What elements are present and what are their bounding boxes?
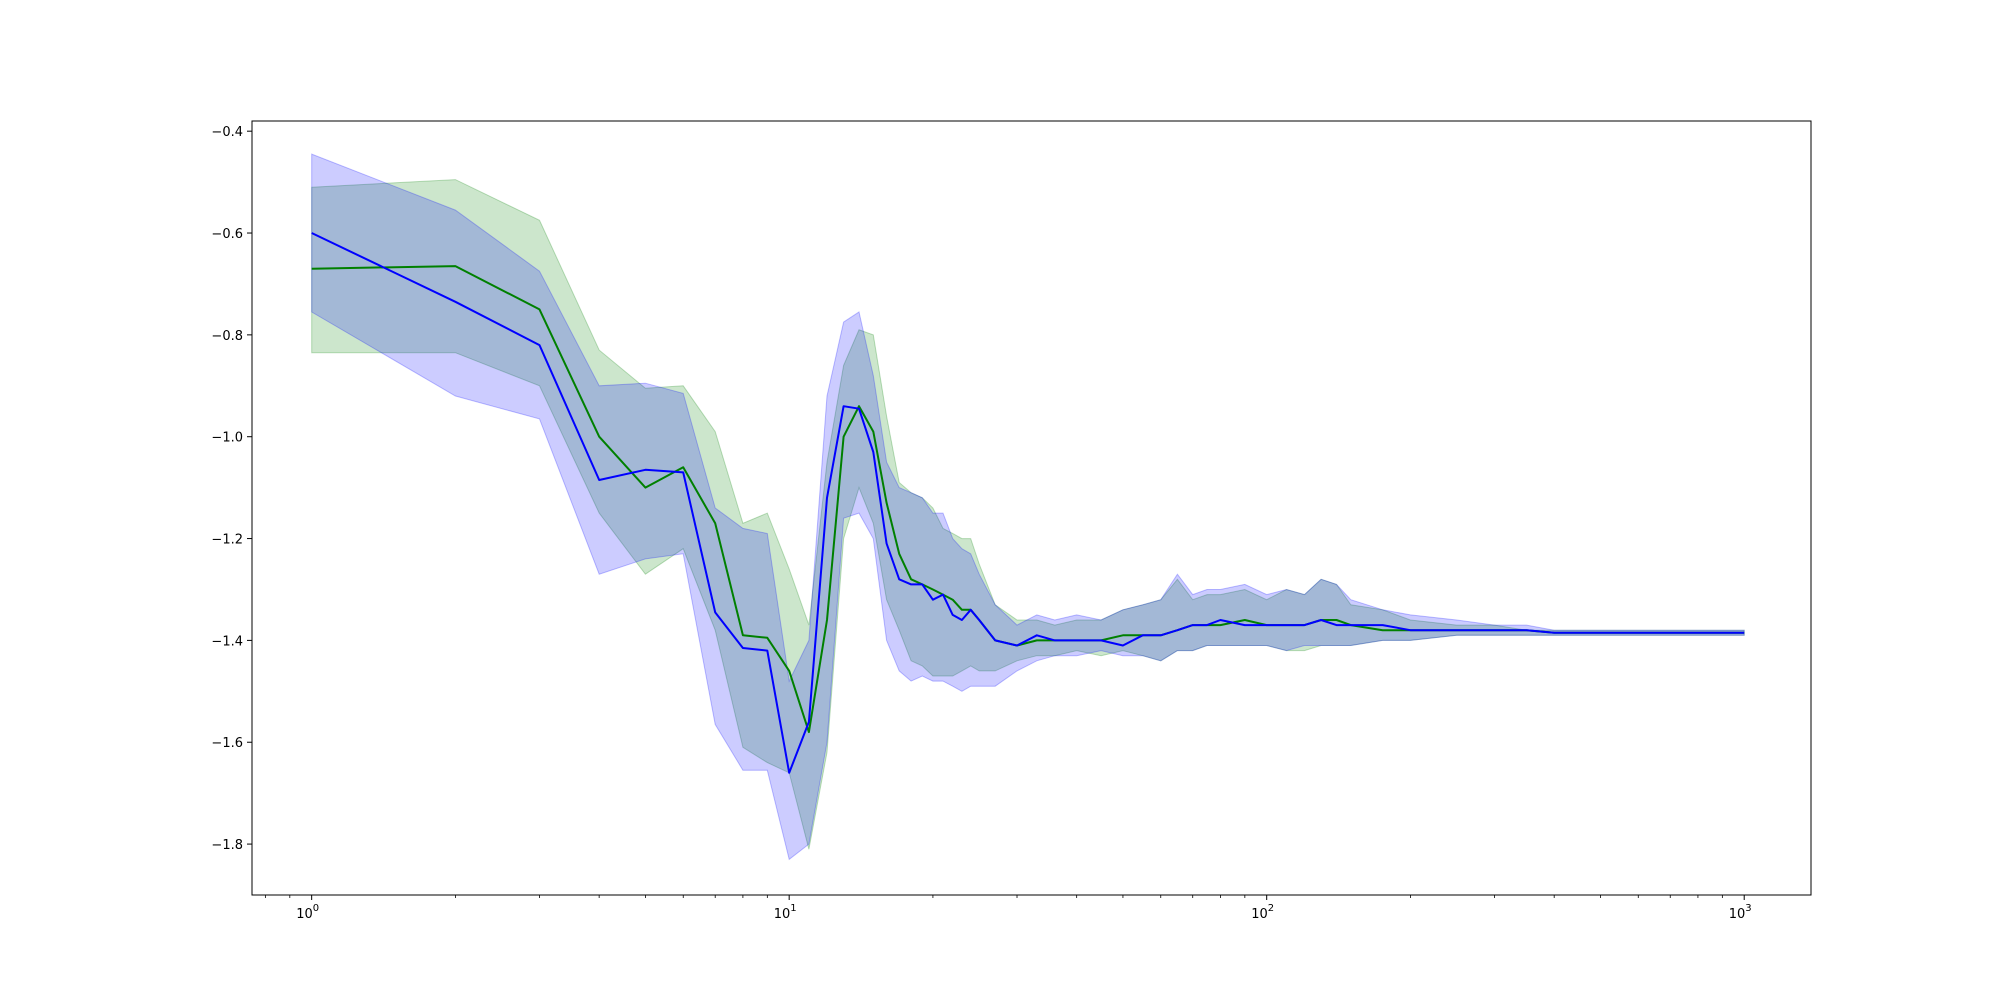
y-axis: −0.4 −0.6 −0.8 −1.0 −1.2 −1.4 −1.6 −1.8 xyxy=(211,125,252,853)
y-tick-label: −0.4 xyxy=(211,125,243,140)
x-tick-label: 100 xyxy=(296,903,319,922)
y-tick-label: −1.4 xyxy=(211,634,243,649)
y-tick-label: −0.6 xyxy=(211,227,243,242)
y-tick-label: −1.6 xyxy=(211,736,243,751)
series-2-line xyxy=(311,232,1745,774)
confidence-bands xyxy=(311,153,1745,861)
x-tick-label: 101 xyxy=(774,903,797,922)
plot-frame xyxy=(251,120,1812,896)
x-tick-exponent: 1 xyxy=(790,903,796,914)
x-tick-base: 10 xyxy=(1251,907,1268,922)
x-tick-label: 103 xyxy=(1729,903,1752,922)
y-tick-label: −0.8 xyxy=(211,329,243,344)
series-1-band xyxy=(311,179,1745,850)
x-tick-base: 10 xyxy=(774,907,791,922)
y-tick-label: −1.8 xyxy=(211,838,243,853)
x-tick-label: 102 xyxy=(1251,903,1274,922)
y-tick-label: −1.2 xyxy=(211,533,243,548)
x-tick-exponent: 3 xyxy=(1745,903,1751,914)
series-2-band xyxy=(311,153,1745,861)
x-tick-base: 10 xyxy=(1729,907,1746,922)
x-tick-exponent: 2 xyxy=(1268,903,1274,914)
x-tick-exponent: 0 xyxy=(313,903,319,914)
x-axis: 100 101 102 103 xyxy=(264,895,1752,922)
y-tick-label: −1.0 xyxy=(211,431,243,446)
series-lines xyxy=(311,232,1745,774)
x-tick-base: 10 xyxy=(296,907,313,922)
